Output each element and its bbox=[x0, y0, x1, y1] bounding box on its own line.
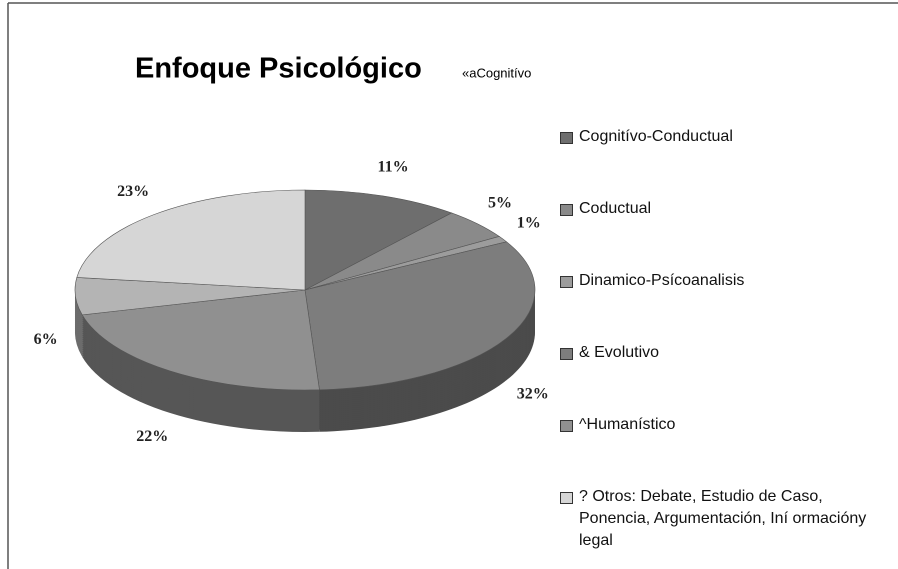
data-label: 32% bbox=[517, 385, 549, 402]
data-label: 11% bbox=[377, 158, 408, 175]
chart-title: Enfoque Psicológico bbox=[135, 53, 422, 85]
chart-subtitle: «aCognitívo bbox=[462, 65, 531, 80]
data-label: 22% bbox=[136, 428, 168, 445]
data-label: 6% bbox=[34, 331, 58, 348]
legend-item: Cognitívo-Conductual bbox=[560, 126, 890, 148]
legend-swatch bbox=[560, 276, 573, 288]
legend-label: ^Humanístico bbox=[579, 416, 676, 433]
pie-slice bbox=[81, 289, 320, 391]
legend-label: Dinamico-Psícoanalisis bbox=[579, 272, 745, 289]
legend-item: ? Otros: Debate, Estudio de Caso, Ponenc… bbox=[560, 486, 890, 552]
pie-slice bbox=[76, 189, 306, 291]
legend-swatch bbox=[560, 348, 573, 360]
data-label: 5% bbox=[488, 195, 512, 212]
legend-item: ^Humanístico bbox=[560, 414, 890, 436]
legend-item: Dinamico-Psícoanalisis bbox=[560, 270, 890, 292]
legend-label: & Evolutivo bbox=[579, 344, 660, 361]
legend-swatch bbox=[560, 132, 573, 144]
legend-item: & Evolutivo bbox=[560, 342, 890, 364]
data-label: 1% bbox=[517, 214, 541, 231]
legend-label: ? Otros: Debate, Estudio de Caso, Ponenc… bbox=[579, 488, 867, 549]
legend-swatch bbox=[560, 420, 573, 432]
pie-slice bbox=[304, 189, 453, 291]
legend-swatch bbox=[560, 204, 573, 216]
legend-label: Coductual bbox=[579, 200, 652, 217]
data-label: 23% bbox=[117, 183, 149, 200]
legend-swatch bbox=[560, 492, 573, 504]
legend-label: Cognitívo-Conductual bbox=[579, 128, 733, 145]
pie-slice bbox=[304, 241, 536, 391]
legend-item: Coductual bbox=[560, 198, 890, 220]
